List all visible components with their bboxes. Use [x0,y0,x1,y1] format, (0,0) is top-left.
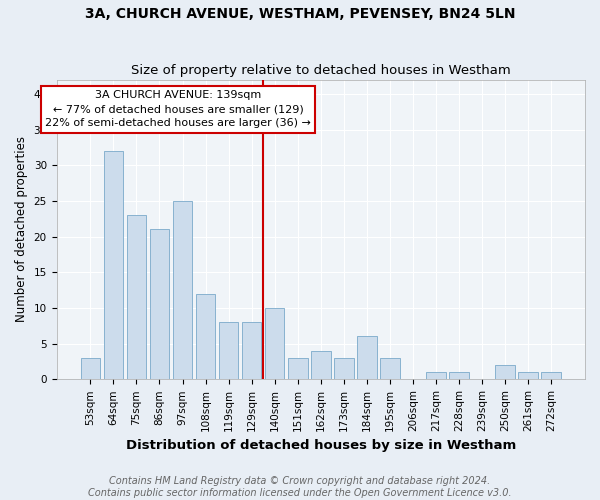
Bar [149,230,169,380]
Bar [311,351,331,380]
Text: 3A, CHURCH AVENUE, WESTHAM, PEVENSEY, BN24 5LN: 3A, CHURCH AVENUE, WESTHAM, PEVENSEY, BN… [85,8,515,22]
Bar [127,215,146,380]
X-axis label: Distribution of detached houses by size in Westham: Distribution of detached houses by size … [125,440,516,452]
Bar [449,372,469,380]
Bar [518,372,538,380]
Bar [380,358,400,380]
Bar [334,358,353,380]
Bar [173,201,193,380]
Bar [80,358,100,380]
Bar [265,308,284,380]
Bar [541,372,561,380]
Bar [196,294,215,380]
Bar [496,365,515,380]
Bar [104,151,123,380]
Text: 3A CHURCH AVENUE: 139sqm
← 77% of detached houses are smaller (129)
22% of semi-: 3A CHURCH AVENUE: 139sqm ← 77% of detach… [45,90,311,128]
Bar [242,322,262,380]
Y-axis label: Number of detached properties: Number of detached properties [15,136,28,322]
Title: Size of property relative to detached houses in Westham: Size of property relative to detached ho… [131,64,511,77]
Bar [219,322,238,380]
Bar [288,358,308,380]
Bar [357,336,377,380]
Text: Contains HM Land Registry data © Crown copyright and database right 2024.
Contai: Contains HM Land Registry data © Crown c… [88,476,512,498]
Bar [426,372,446,380]
